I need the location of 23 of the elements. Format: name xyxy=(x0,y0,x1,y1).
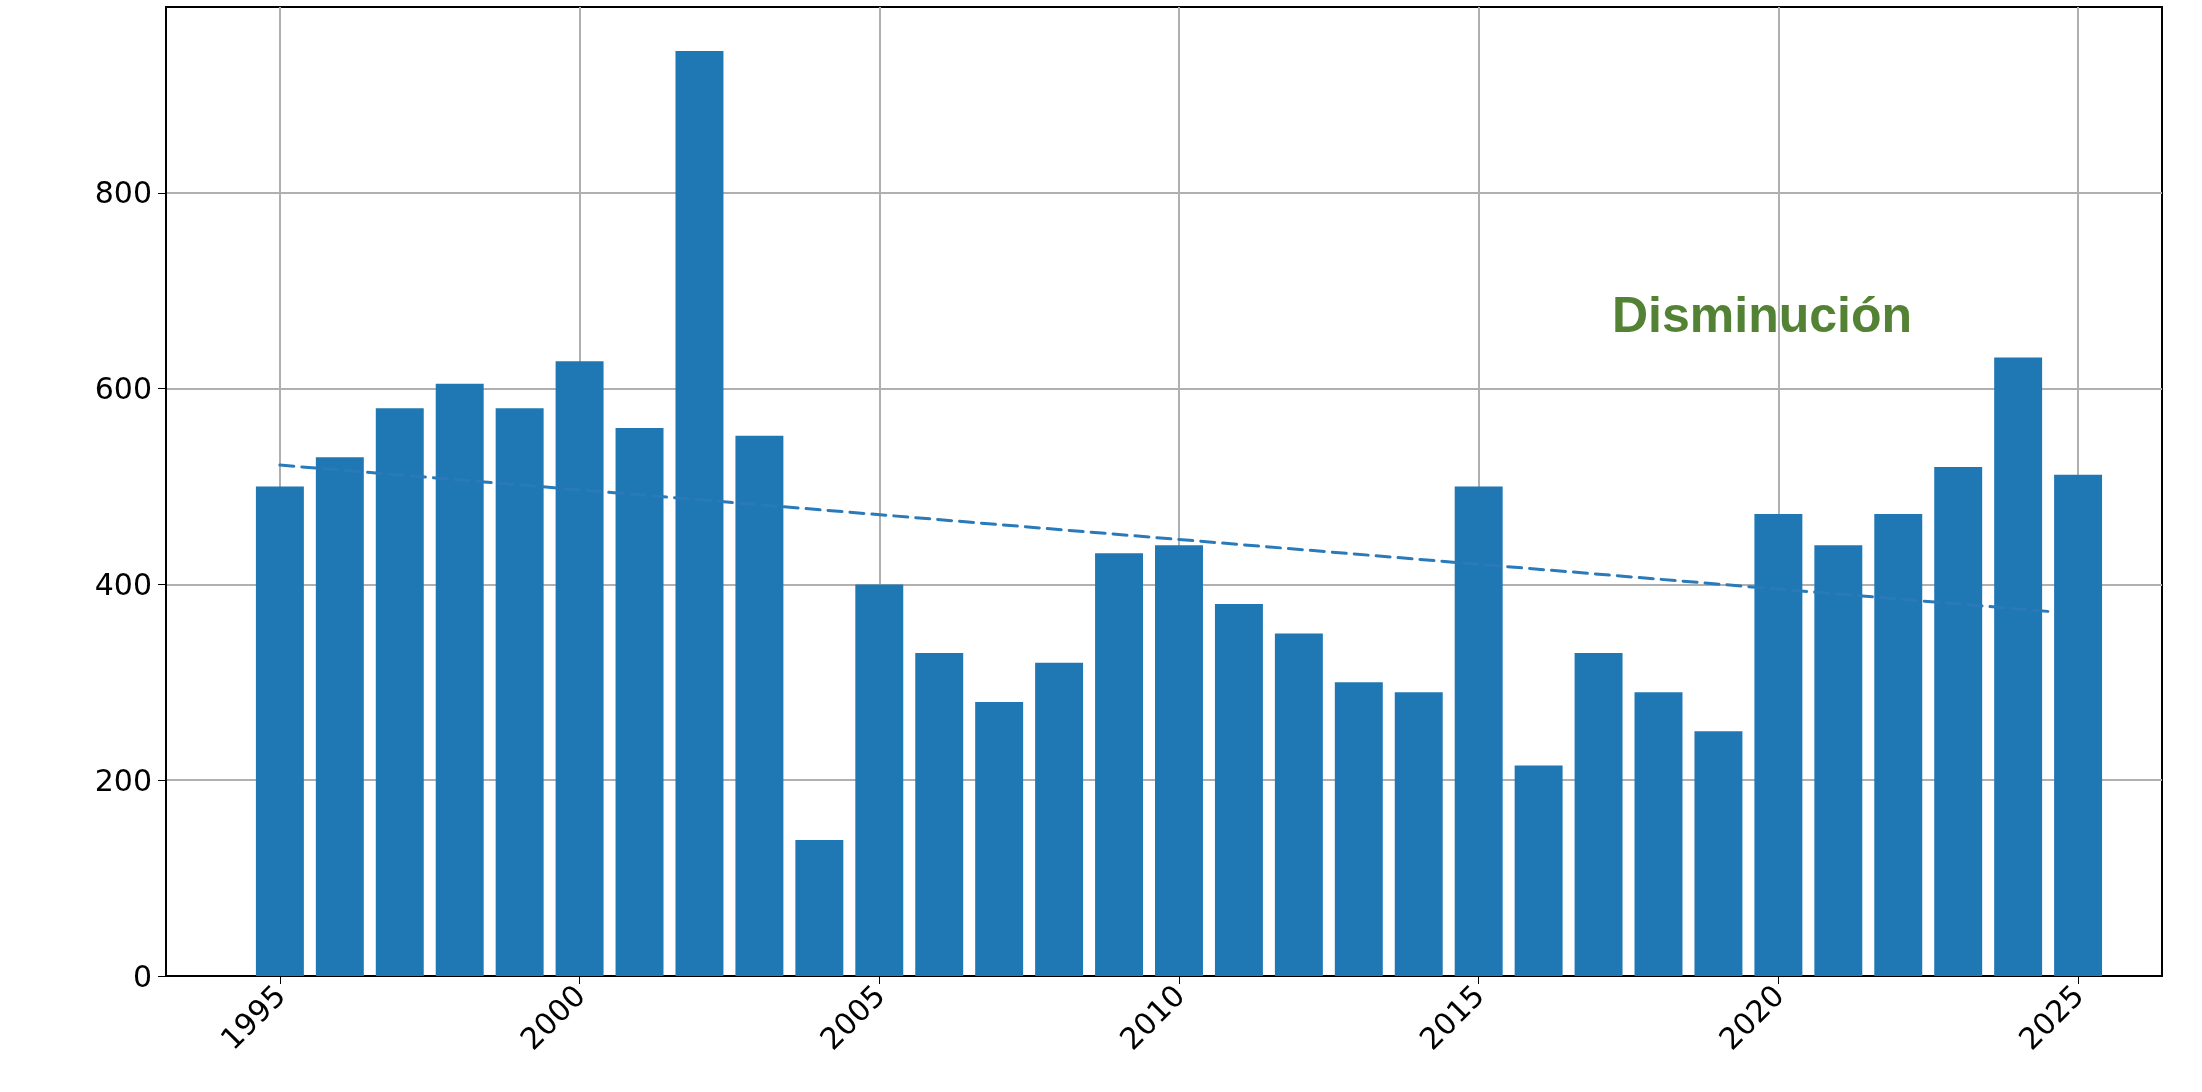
bar xyxy=(795,839,844,976)
y-tick-label: 0 xyxy=(132,958,152,994)
bar xyxy=(1634,692,1683,976)
y-tick-label: 200 xyxy=(94,762,152,798)
annotation: Disminución xyxy=(1611,287,1913,343)
bar xyxy=(255,486,304,976)
bar xyxy=(1514,765,1563,976)
y-tick-label: 400 xyxy=(94,566,152,602)
bar xyxy=(915,653,964,976)
y-tick-label: 800 xyxy=(94,175,152,211)
bar xyxy=(1694,731,1743,976)
bar xyxy=(1214,604,1263,976)
bar xyxy=(1574,653,1623,976)
bar xyxy=(1095,553,1144,976)
bar xyxy=(1334,682,1383,976)
bar xyxy=(1035,662,1084,976)
bar xyxy=(1394,692,1443,976)
bar xyxy=(855,584,904,976)
bar xyxy=(1274,633,1323,976)
bar xyxy=(975,701,1024,976)
bar xyxy=(2054,474,2103,976)
y-tick-label: 600 xyxy=(94,371,152,407)
bar xyxy=(1155,545,1203,976)
